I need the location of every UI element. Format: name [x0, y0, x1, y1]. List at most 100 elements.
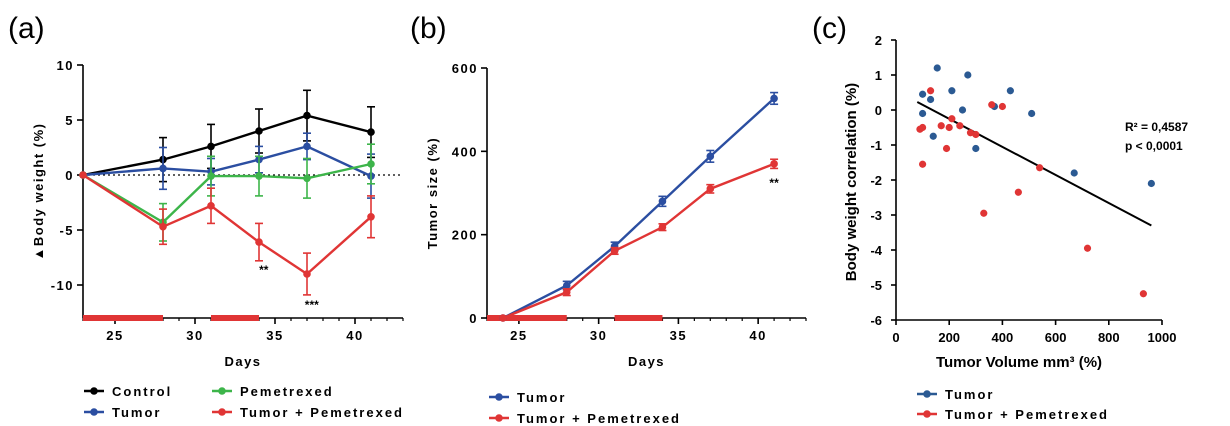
legend-label: Tumor + Pemetrexed [517, 411, 681, 426]
series-line-tumor [82, 145, 372, 178]
x-tick-label: 40 [346, 328, 363, 343]
y-tick-label: -2 [870, 173, 882, 188]
x-tick-label: 30 [590, 328, 607, 343]
scatter-point-tumor-pemetrexed [919, 160, 927, 168]
x-tick-label: 1000 [1148, 330, 1177, 345]
legend-item-tumor: Tumor [84, 405, 161, 420]
series-line-tumor-pemetrexed [502, 162, 775, 320]
x-tick-label: 200 [938, 330, 960, 345]
scatter-point-tumor [1028, 109, 1036, 118]
scatter-point-tumor-pemetrexed [980, 209, 988, 217]
scatter-point-tumor [926, 95, 935, 104]
y-tick-label: -6 [870, 313, 882, 328]
y-tick-label: 0 [65, 168, 74, 183]
data-point-tumor-pemetrexed [79, 171, 87, 179]
series-line-control [82, 114, 372, 177]
x-tick-label: 0 [892, 330, 899, 345]
data-point-pemetrexed [255, 172, 263, 180]
scatter-point-tumor-pemetrexed [956, 122, 964, 130]
scatter-point-tumor-pemetrexed [926, 87, 935, 95]
y-tick-label: 0 [469, 311, 478, 326]
data-point-control [367, 128, 375, 136]
legend-swatch-marker [218, 408, 226, 416]
data-point-tumor-pemetrexed [499, 314, 507, 322]
series-line-tumor [502, 97, 775, 320]
y-tick-label: 1 [875, 68, 882, 83]
data-point-tumor [562, 281, 571, 290]
data-point-tumor-pemetrexed [658, 223, 667, 231]
legend-item-tumor: Tumor [917, 387, 992, 402]
legend-label: Tumor [112, 405, 161, 420]
legend-a: Control Pemetrexed Tumor Tumor + Pemetrexed [84, 384, 404, 420]
legend-b: Tumor Tumor + Pemetrexed [489, 390, 681, 426]
data-point-tumor [159, 164, 167, 173]
y-axis-title: Body weight correlation (%) [843, 83, 860, 281]
data-point-tumor-pemetrexed [770, 160, 778, 168]
legend-label: Control [112, 384, 172, 399]
y-axis-title: ▲Body weight (%) [31, 123, 46, 261]
legend-label: Tumor + Pemetrexed [240, 405, 404, 420]
scatter-point-tumor-pemetrexed [1014, 188, 1022, 196]
y-tick-label: 10 [57, 58, 74, 73]
scatter-point-tumor [948, 87, 956, 95]
data-point-control [303, 111, 311, 120]
x-tick-label: 30 [186, 328, 203, 343]
significance-marker: ** [259, 263, 269, 277]
y-tick-label: -5 [870, 278, 882, 293]
y-tick-label: -3 [870, 208, 882, 223]
y-tick-label: 5 [65, 113, 74, 128]
y-tick-label: 400 [452, 144, 478, 159]
legend-swatch-marker [923, 410, 931, 418]
x-axis-title: Tumor Volume mm³ (%) [936, 354, 1102, 371]
legend-item-tumor-pemetrexed: Tumor + Pemetrexed [917, 407, 1109, 422]
data-point-tumor [303, 142, 311, 151]
legend-label: Tumor + Pemetrexed [945, 407, 1109, 422]
legend-swatch-marker [923, 390, 931, 398]
x-axis-title: Days [628, 354, 665, 369]
series-line-pemetrexed [82, 162, 372, 224]
scatter-point-tumor-pemetrexed [942, 144, 951, 153]
data-point-control [255, 127, 263, 135]
data-point-tumor-pemetrexed [610, 247, 619, 255]
data-point-tumor-pemetrexed [303, 270, 311, 278]
scatter-point-tumor [958, 106, 967, 114]
data-point-pemetrexed [367, 160, 375, 168]
data-point-tumor [706, 152, 715, 161]
scatter-point-tumor-pemetrexed [1036, 164, 1044, 172]
scatter-point-tumor [1147, 179, 1155, 188]
data-point-control [207, 142, 215, 151]
legend-swatch-marker [495, 393, 503, 401]
data-point-pemetrexed [207, 172, 215, 180]
regression-line [916, 101, 1152, 227]
x-tick-label: 40 [749, 328, 766, 343]
scatter-point-tumor-pemetrexed [1139, 290, 1147, 298]
chart-b: 0 200 400 600 25 30 35 40 Days Tumor size (%) ** [425, 61, 807, 369]
y-tick-label: -5 [59, 223, 74, 238]
y-tick-label: 2 [875, 33, 882, 48]
y-tick-label: -4 [870, 243, 882, 258]
data-point-tumor-pemetrexed [255, 238, 263, 246]
scatter-point-tumor [1006, 87, 1014, 95]
panel-label-b: (b) [410, 12, 447, 45]
legend-swatch-marker [218, 387, 226, 395]
scatter-point-tumor-pemetrexed [972, 130, 980, 139]
legend-c: Tumor Tumor + Pemetrexed [917, 387, 1109, 422]
data-point-tumor [770, 94, 778, 103]
scatter-point-tumor-pemetrexed [937, 122, 945, 130]
data-point-tumor-pemetrexed [207, 202, 215, 210]
series-line-tumor-pemetrexed [82, 173, 372, 276]
y-tick-label: 0 [875, 103, 882, 118]
regression-stat: R² = 0,4587 [1125, 120, 1188, 134]
legend-swatch-marker [90, 408, 98, 416]
scatter-point-tumor [919, 109, 927, 118]
significance-marker: ** [769, 176, 779, 190]
scatter-point-tumor [929, 132, 937, 140]
data-point-tumor-pemetrexed [367, 213, 375, 221]
legend-item-control: Control [84, 384, 172, 399]
scatter-point-tumor-pemetrexed [945, 123, 953, 132]
scatter-point-tumor-pemetrexed [1083, 244, 1092, 252]
x-tick-label: 25 [510, 328, 527, 343]
legend-label: Pemetrexed [240, 384, 334, 399]
panel-label-c: (c) [812, 12, 847, 45]
